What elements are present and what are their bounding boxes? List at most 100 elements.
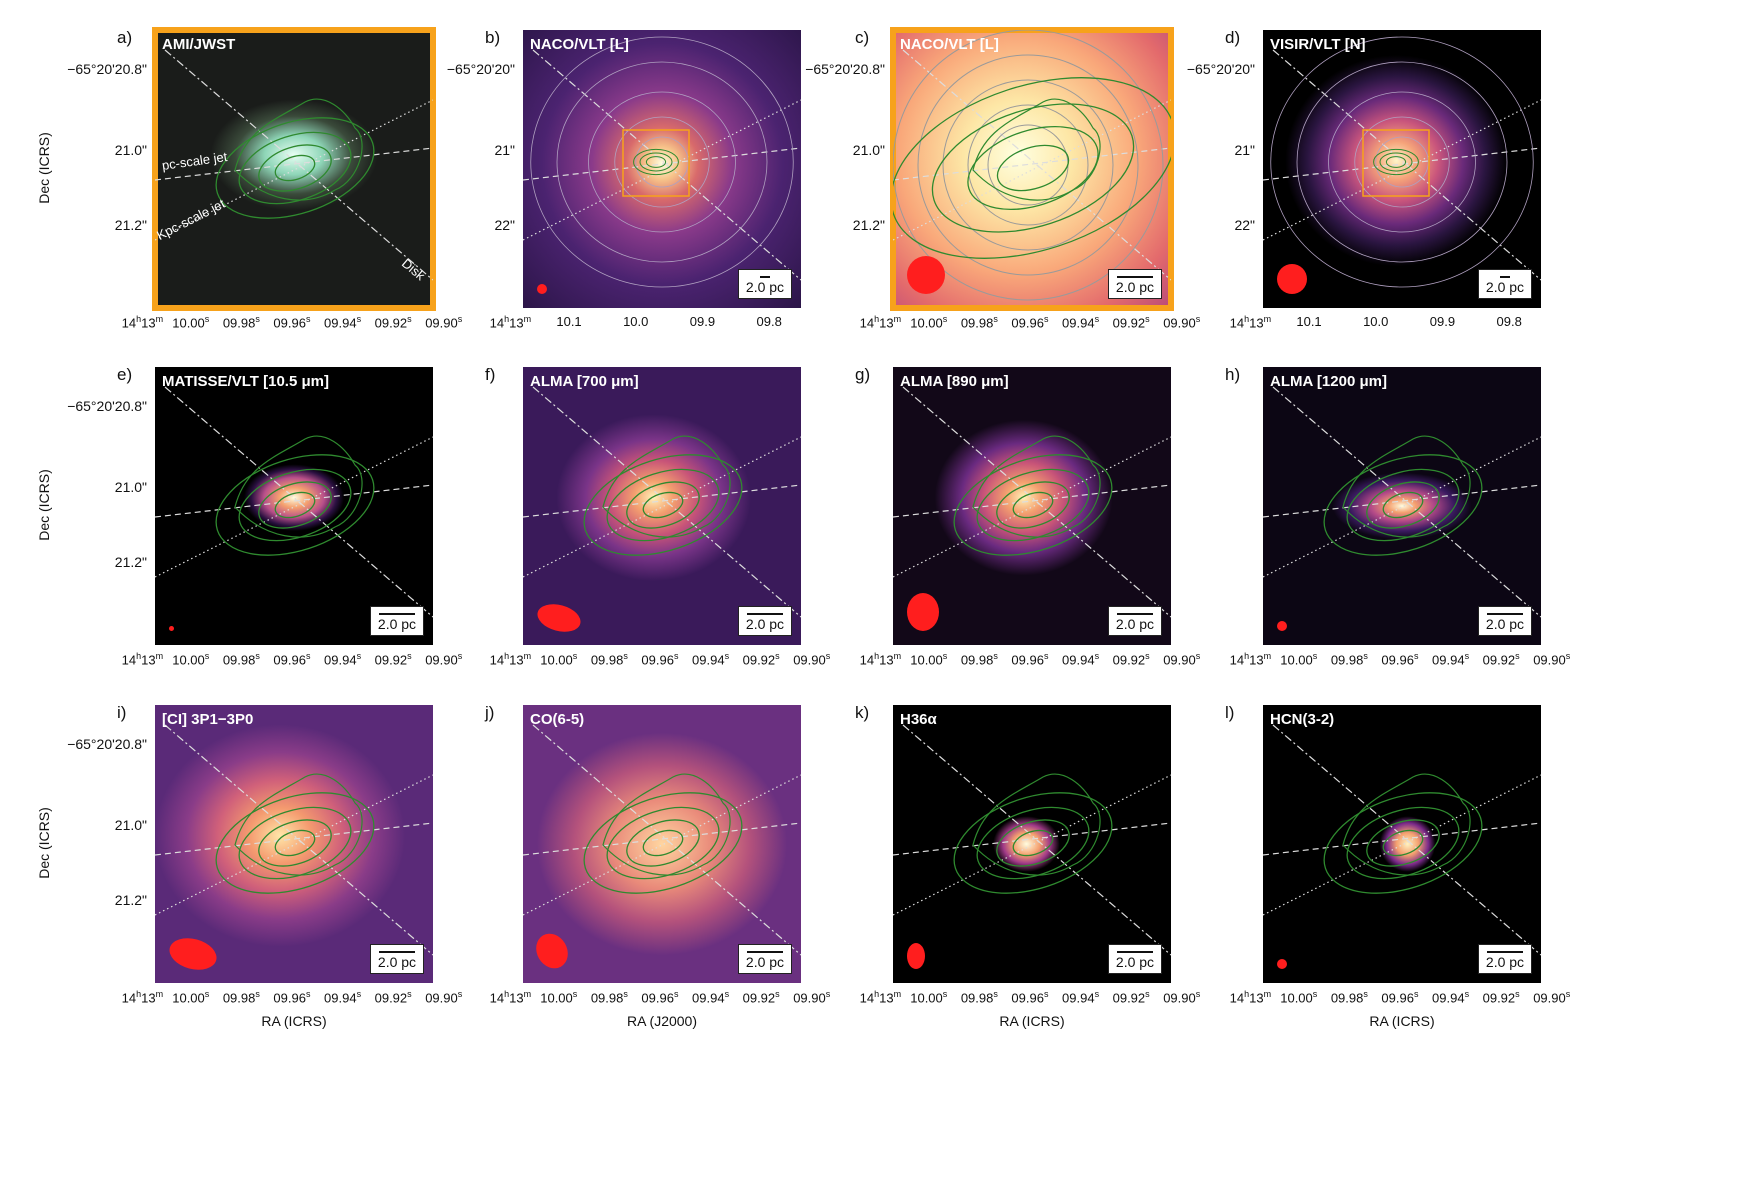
panel-title: NACO/VLT [L]	[530, 36, 629, 53]
x-tick-label: 14h13m	[859, 651, 902, 668]
x-tick-label: 14h13m	[121, 651, 164, 668]
x-tick-label: 09.96s	[273, 651, 311, 668]
pc-jet-line	[155, 822, 433, 856]
x-tick-label: 10.00s	[1280, 989, 1318, 1006]
contour	[893, 30, 1164, 301]
x-tick-label: 09.98s	[960, 314, 998, 331]
disk-line	[164, 49, 433, 281]
contour	[1346, 806, 1460, 880]
contour	[917, 54, 1139, 276]
x-tick-label: 09.96s	[273, 314, 311, 331]
disk-line	[902, 386, 1171, 618]
disk-line	[1272, 724, 1541, 956]
panel-overlay	[1263, 386, 1541, 618]
panel-label: b)	[485, 28, 501, 47]
x-tick-label: 09.98s	[1330, 989, 1368, 1006]
panel-image: NACO/VLT [L] 2.0 pc	[523, 30, 801, 308]
contour	[967, 125, 1099, 211]
scale-bar: 2.0 pc	[1108, 606, 1162, 636]
beam-ellipse	[1277, 621, 1287, 631]
x-tick-label: 09.96s	[1011, 314, 1049, 331]
x-tick-label: 09.96s	[641, 989, 679, 1006]
x-tick-label: 09.9	[1429, 314, 1456, 329]
panel-image: [CI] 3P1−3P0 2.0 pc	[155, 705, 433, 983]
disk-line	[532, 724, 801, 956]
scale-bar-line	[760, 276, 770, 278]
contour	[215, 792, 375, 894]
contour	[1012, 829, 1054, 857]
panel-image: MATISSE/VLT [10.5 μm] 2.0 pc	[155, 367, 433, 645]
panel-label: h)	[1225, 365, 1241, 384]
scale-bar-label: 2.0 pc	[1115, 954, 1155, 970]
x-axis-title: RA (J2000)	[626, 1013, 698, 1029]
scale-bar: 2.0 pc	[1478, 944, 1532, 974]
panel-label: k)	[855, 703, 870, 722]
panel-image: ALMA [700 μm] 2.0 pc	[523, 367, 801, 645]
scale-bar: 2.0 pc	[1478, 269, 1532, 299]
panel-title: ALMA [890 μm]	[900, 373, 1009, 390]
x-tick-label: 10.00s	[172, 989, 210, 1006]
disk-line	[164, 386, 433, 618]
pc-jet-line	[893, 822, 1171, 856]
panel-overlay	[893, 30, 1171, 301]
contour	[972, 773, 1101, 876]
x-tick-label: 14h13m	[489, 314, 532, 331]
x-tick-label: 09.94s	[1062, 989, 1100, 1006]
x-tick-label: 09.90s	[425, 314, 463, 331]
pc-jet-line	[523, 484, 801, 518]
contour	[606, 468, 720, 542]
y-tick-label: 21.2"	[852, 216, 885, 233]
scale-bar-line	[379, 951, 415, 953]
contour	[1382, 491, 1424, 519]
panel-overlay	[523, 724, 801, 956]
contour	[530, 36, 794, 288]
pc-jet-line	[1263, 147, 1541, 181]
contour	[1346, 468, 1460, 542]
panel-overlay	[893, 724, 1171, 956]
contour	[274, 491, 316, 519]
panel-image: CO(6-5) 2.0 pc	[523, 705, 801, 983]
contour	[1328, 91, 1476, 233]
x-tick-label: 10.00s	[540, 989, 578, 1006]
contour	[274, 829, 316, 857]
x-tick-label: 09.96s	[273, 989, 311, 1006]
x-tick-label: 09.98s	[960, 651, 998, 668]
x-tick-label: 09.92s	[742, 651, 780, 668]
contour	[238, 468, 352, 542]
contour	[1375, 136, 1429, 188]
x-tick-label: 10.00s	[540, 651, 578, 668]
contour	[1379, 152, 1413, 172]
y-tick-label: 21.2"	[114, 216, 147, 233]
beam-ellipse	[169, 626, 174, 631]
contour	[633, 148, 679, 176]
scale-bar-line	[1487, 951, 1523, 953]
contour	[258, 819, 332, 867]
contour	[1366, 819, 1440, 867]
contour	[238, 806, 352, 880]
contour	[1270, 36, 1534, 288]
x-tick-label: 09.94s	[1432, 989, 1470, 1006]
x-tick-label: 09.90s	[793, 651, 831, 668]
scale-bar: 2.0 pc	[370, 944, 424, 974]
panel-title: ALMA [1200 μm]	[1270, 373, 1387, 390]
contour	[931, 103, 1135, 233]
pc-jet-line	[155, 484, 433, 518]
pc-jet-line	[523, 822, 801, 856]
panel-label: g)	[855, 365, 871, 384]
x-tick-label: 09.92s	[1482, 989, 1520, 1006]
x-tick-label: 09.96s	[1381, 651, 1419, 668]
panel-label: d)	[1225, 28, 1241, 47]
x-tick-label: 09.92s	[374, 989, 412, 1006]
x-tick-label: 09.94s	[1432, 651, 1470, 668]
panel-title: HCN(3-2)	[1270, 711, 1335, 728]
panel-overlay	[155, 386, 433, 618]
beam-ellipse	[1277, 264, 1307, 294]
pc-jet-line	[1263, 822, 1541, 856]
beam-ellipse	[907, 256, 945, 294]
x-tick-label: 14h13m	[121, 314, 164, 331]
y-tick-label: 21.0"	[114, 816, 147, 833]
panel-title: VISIR/VLT [N]	[1270, 36, 1366, 53]
panel-image: HCN(3-2) 2.0 pc	[1263, 705, 1541, 983]
contour	[996, 144, 1070, 192]
x-tick-label: 14h13m	[1229, 314, 1272, 331]
